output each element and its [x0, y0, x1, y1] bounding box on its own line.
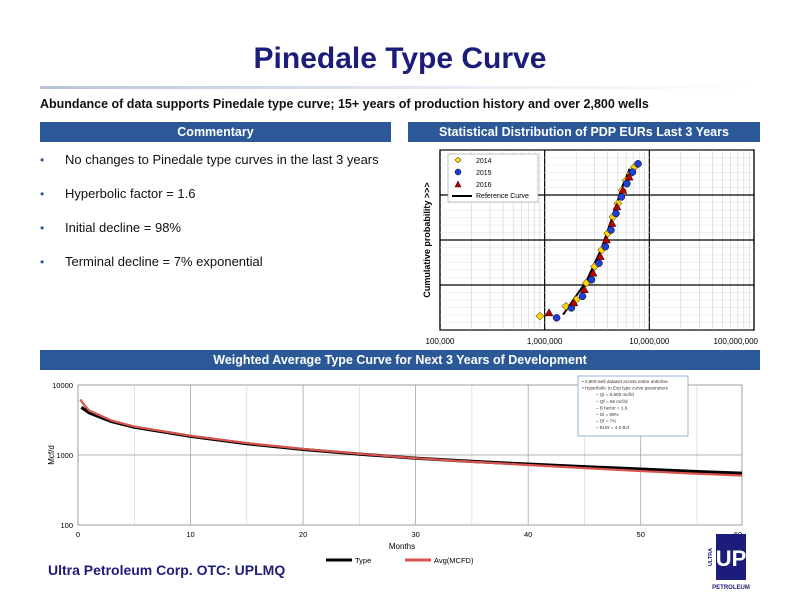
- commentary-header: Commentary: [40, 122, 391, 142]
- point-2015: [607, 226, 615, 234]
- title-divider: [40, 86, 760, 89]
- page-title: Pinedale Type Curve: [253, 42, 547, 75]
- scatter-x-tick-label: 100,000,000: [714, 337, 759, 346]
- logo-mark: UP: [716, 546, 747, 571]
- legend-2015-marker: [454, 168, 462, 176]
- type-annotation-box: • 2,800 well dataset across entire antic…: [577, 375, 689, 437]
- commentary-list: • No changes to Pinedale type curves in t…: [40, 151, 380, 287]
- point-2015: [623, 179, 631, 188]
- type-x-tick-label: 10: [186, 530, 194, 539]
- point-2015: [578, 292, 587, 301]
- annotation-line: – B factor = 1.6: [596, 405, 628, 410]
- point-2016: [580, 285, 589, 293]
- logo-mark-bg: [716, 534, 746, 580]
- type-x-tick-label: 20: [299, 530, 307, 539]
- point-2016: [588, 268, 598, 277]
- legend-avg-label: Avg(MCFD): [434, 556, 474, 565]
- point-2016: [544, 308, 554, 317]
- logo-top-text: ULTRA: [708, 548, 714, 566]
- type-series: [79, 398, 743, 477]
- series-line-Avg(MCFD): [79, 398, 743, 477]
- type-y-tick-label: 10000: [52, 381, 73, 390]
- stat-distribution-header: Statistical Distribution of PDP EURs Las…: [408, 122, 760, 142]
- type-y-tick-label: 1000: [56, 451, 73, 460]
- logo-bottom-text: PETROLEUM: [712, 585, 750, 591]
- annotation-line: • 2,800 well dataset across entire antic…: [582, 379, 668, 384]
- legend-type-label: Type: [355, 556, 371, 565]
- scatter-x-tick-label: 1,000,000: [527, 337, 563, 346]
- legend-reference-label: Reference Curve: [476, 193, 529, 200]
- type-y-ticks: 100 1000 10000: [52, 381, 73, 530]
- point-2016: [624, 172, 634, 181]
- point-2016: [595, 252, 605, 260]
- bullet-icon: •: [40, 221, 45, 235]
- footer-company: Ultra Petroleum Corp. OTC: UPLMQ: [48, 562, 286, 578]
- point-2016: [612, 202, 622, 211]
- bullet-icon: •: [40, 255, 45, 269]
- bullet-icon: •: [40, 187, 45, 201]
- scatter-x-ticks: 100,000 1,000,000 10,000,000 100,000,000: [426, 337, 759, 346]
- eur-distribution-chart: 100,000 1,000,000 10,000,000 100,000,000 Cu…: [422, 149, 759, 346]
- type-legend: Type Avg(MCFD): [326, 556, 474, 565]
- point-2015: [628, 168, 637, 176]
- bullet-icon: •: [40, 153, 45, 167]
- point-2014: [535, 311, 545, 321]
- type-curve-header: Weighted Average Type Curve for Next 3 Y…: [40, 350, 760, 370]
- point-2016: [607, 218, 617, 227]
- annotation-line: – Qf = 66 mcf/d: [596, 399, 628, 404]
- commentary-bullet: • Initial decline = 98%: [40, 219, 380, 237]
- point-2015: [634, 160, 642, 168]
- type-x-label: Months: [389, 542, 415, 551]
- annotation-line: – Di = 98%: [596, 412, 619, 417]
- commentary-bullet-text: Terminal decline = 7% exponential: [65, 254, 263, 269]
- type-x-tick-label: 0: [76, 530, 80, 539]
- ultra-petroleum-logo: UP ULTRA PETROLEUM: [708, 534, 750, 591]
- legend-2016-marker: [454, 180, 462, 188]
- commentary-bullet: • No changes to Pinedale type curves in t…: [40, 151, 380, 169]
- commentary-bullet-text: Initial decline = 98%: [65, 220, 181, 235]
- scatter-x-tick-label: 100,000: [426, 337, 455, 346]
- point-2015: [587, 275, 596, 284]
- type-x-tick-label: 30: [411, 530, 419, 539]
- point-2016: [602, 235, 611, 244]
- scatter-x-tick-label: 10,000,000: [629, 337, 670, 346]
- page-subtitle: Abundance of data supports Pinedale type…: [40, 97, 649, 111]
- annotation-line: • Hyperbolic to Exp type curve parameter…: [582, 386, 669, 391]
- legend-2014-marker: [454, 156, 462, 164]
- scatter-legend: 2014 2015 2016 Reference Curve: [447, 153, 539, 203]
- annotation-line: – Qi = 6,600 mcf/d: [596, 392, 634, 397]
- type-y-label: Mcf/d: [47, 445, 56, 465]
- type-x-tick-label: 50: [637, 530, 645, 539]
- scatter-grid: [439, 150, 755, 330]
- point-2015: [595, 259, 603, 267]
- type-x-tick-label: 40: [524, 530, 532, 539]
- scatter-y-label: Cumulative probability >>>: [422, 182, 432, 297]
- point-2015: [617, 193, 626, 201]
- commentary-bullet-text: Hyperbolic factor = 1.6: [65, 186, 196, 201]
- type-x-ticks: 0102030405060: [76, 530, 742, 539]
- point-2016: [618, 185, 628, 194]
- legend-2016-label: 2016: [476, 182, 492, 189]
- point-2015: [601, 242, 610, 251]
- commentary-bullet: • Hyperbolic factor = 1.6: [40, 185, 380, 203]
- point-2015: [552, 314, 561, 322]
- legend-2015-label: 2015: [476, 170, 492, 177]
- legend-2014-label: 2014: [476, 158, 492, 165]
- commentary-bullet-text: No changes to Pinedale type curves in th…: [65, 152, 379, 167]
- legend-box: [447, 153, 539, 203]
- annotation-line: – EUR = 4.0 Bcf: [596, 425, 630, 430]
- commentary-bullet: • Terminal decline = 7% exponential: [40, 253, 380, 271]
- point-2016: [569, 298, 579, 307]
- annotation-frame: [577, 375, 689, 437]
- type-y-tick-label: 100: [60, 521, 73, 530]
- annotation-line: – Df = 7%: [596, 419, 616, 424]
- point-2015: [612, 209, 620, 218]
- scatter-marks: [535, 160, 642, 322]
